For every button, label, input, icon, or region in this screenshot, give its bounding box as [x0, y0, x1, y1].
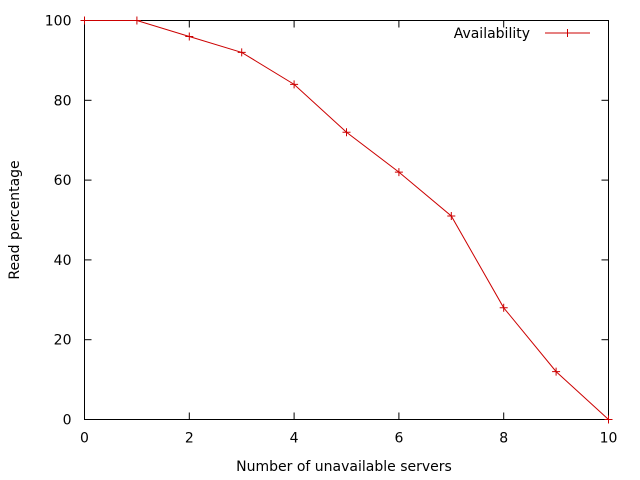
data-point — [447, 212, 456, 221]
data-point — [132, 16, 141, 25]
data-point — [499, 303, 508, 312]
data-point — [394, 168, 403, 177]
plot-frame — [84, 20, 609, 420]
data-point — [552, 367, 561, 376]
x-tick-label: 2 — [185, 431, 194, 447]
data-point — [80, 16, 89, 25]
data-point — [290, 80, 299, 89]
data-point — [342, 128, 351, 137]
y-tick-label: 80 — [54, 93, 72, 109]
x-tick-label: 0 — [80, 431, 89, 447]
legend-marker — [563, 29, 572, 37]
y-axis-label: Read percentage — [7, 160, 23, 279]
x-tick-label: 8 — [499, 431, 508, 447]
data-point — [604, 415, 613, 424]
y-tick-label: 100 — [45, 14, 72, 30]
data-point — [185, 32, 194, 41]
x-tick-label: 10 — [600, 431, 618, 447]
legend: Availability — [454, 26, 590, 42]
x-axis-label: Number of unavailable servers — [236, 459, 452, 475]
series-line-availability — [84, 20, 609, 420]
y-tick-label: 60 — [54, 173, 72, 189]
x-tick-label: 6 — [394, 431, 403, 447]
series-layer — [80, 16, 613, 424]
y-tick-label: 0 — [63, 413, 72, 429]
x-tick-label: 4 — [290, 431, 299, 447]
legend-label: Availability — [454, 26, 530, 42]
data-point — [237, 48, 246, 57]
y-tick-label: 20 — [54, 333, 72, 349]
y-tick-label: 40 — [54, 253, 72, 269]
